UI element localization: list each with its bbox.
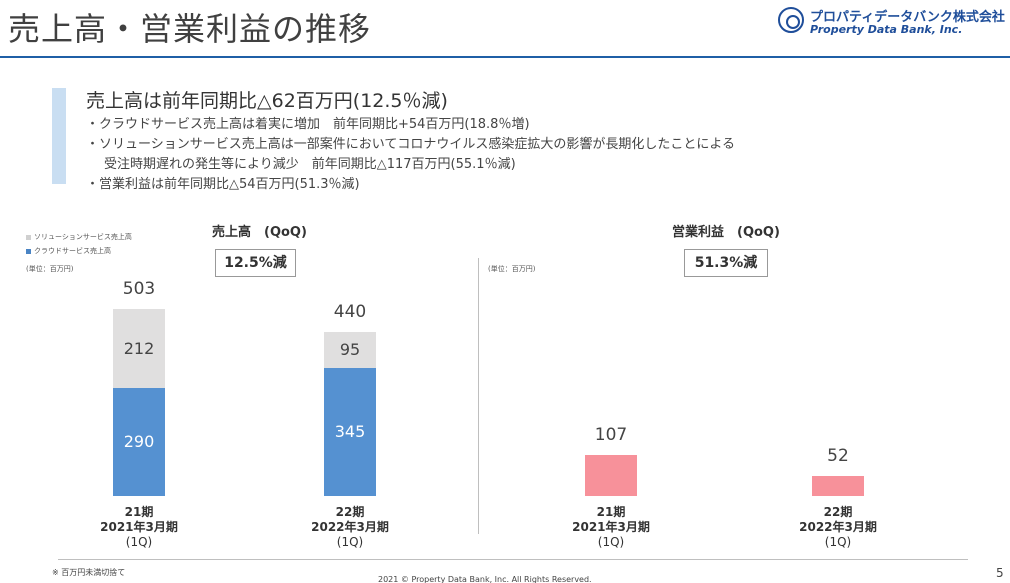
sales-legend: ソリューションサービス売上高 クラウドサービス売上高 [26, 230, 132, 258]
summary-block: 売上高は前年同期比△62百万円(12.5％減) ・クラウドサービス売上高は着実に… [86, 86, 735, 195]
profit-change-badge: 51.3%減 [684, 249, 768, 277]
summary-bullet: ・ソリューションサービス売上高は一部案件においてコロナウイルス感染症拡大の影響が… [86, 137, 735, 152]
data-label-solution: 212 [123, 338, 155, 358]
summary-headline: 売上高は前年同期比△62百万円(12.5％減) [86, 90, 448, 112]
profit-x-period: 22期 [823, 505, 853, 519]
at-mark-logo-icon [778, 7, 804, 33]
legend-item-cloud: クラウドサービス売上高 [26, 244, 132, 258]
copyright: 2021 © Property Data Bank, Inc. All Righ… [378, 575, 592, 583]
bar-solution-sales [324, 332, 376, 368]
company-logo: プロパティデータバンク株式会社 Property Data Bank, Inc. [778, 4, 1005, 40]
sales-unit-label: (単位：百万円) [26, 265, 74, 273]
data-label-profit: 107 [594, 425, 628, 446]
data-label-cloud: 290 [123, 432, 155, 452]
profit-x-period: 21期 [596, 505, 626, 519]
logo-company-name: プロパティデータバンク株式会社 [810, 10, 1005, 25]
bar-cloud-sales [113, 388, 165, 496]
page-title: 売上高・営業利益の推移 [8, 10, 372, 48]
legend-swatch-solution [26, 234, 31, 240]
summary-bullet: ・クラウドサービス売上高は着実に増加 前年同期比+54百万円(18.8％増) [86, 117, 530, 132]
profit-x-fiscal-year: 2022年3月期 [799, 520, 877, 534]
footer-rule [58, 559, 968, 560]
sales-change-badge: 12.5%減 [215, 249, 296, 277]
legend-item-solution: ソリューションサービス売上高 [26, 230, 132, 244]
data-label-total: 503 [122, 279, 156, 300]
legend-label-cloud: クラウドサービス売上高 [34, 247, 111, 255]
sales-x-label: 21期 2021年3月期 (1Q) [89, 505, 189, 550]
summary-bullet: 受注時期遅れの発生等により減少 前年同期比△117百万円(55.1％減) [104, 157, 516, 172]
logo-company-name-en: Property Data Bank, Inc. [810, 23, 963, 36]
summary-bullet: ・営業利益は前年同期比△54百万円(51.3％減) [86, 177, 360, 192]
sales-x-label: 22期 2022年3月期 (1Q) [300, 505, 400, 550]
sales-x-fiscal-year: 2022年3月期 [311, 520, 389, 534]
chart-divider [478, 258, 479, 534]
legend-label-solution: ソリューションサービス売上高 [34, 233, 132, 241]
summary-accent-bar [52, 88, 66, 184]
sales-chart-title: 売上高 (QoQ) [212, 225, 307, 240]
profit-x-fiscal-year: 2021年3月期 [572, 520, 650, 534]
legend-swatch-cloud [26, 248, 31, 254]
profit-chart-title: 営業利益 (QoQ) [672, 225, 780, 240]
profit-x-label: 22期 2022年3月期 (1Q) [788, 505, 888, 550]
sales-x-period: 21期 [124, 505, 154, 519]
data-label-cloud: 345 [334, 421, 366, 441]
profit-x-label: 21期 2021年3月期 (1Q) [561, 505, 661, 550]
bar-solution-sales [113, 309, 165, 389]
data-label-total: 440 [333, 302, 367, 323]
sales-x-fiscal-year: 2021年3月期 [100, 520, 178, 534]
page-number: 5 [996, 566, 1004, 580]
footnote: ※ 百万円未満切捨て [52, 568, 126, 577]
data-label-profit: 52 [827, 446, 849, 467]
bar-cloud-sales [324, 367, 376, 496]
data-label-solution: 95 [339, 339, 361, 359]
bar-operating-profit [585, 455, 637, 496]
title-divider [0, 56, 1010, 58]
sales-x-period: 22期 [335, 505, 365, 519]
sales-x-quarter: (1Q) [336, 535, 364, 549]
bar-operating-profit [812, 476, 864, 496]
profit-unit-label: (単位：百万円) [488, 265, 536, 273]
sales-x-quarter: (1Q) [125, 535, 153, 549]
profit-x-quarter: (1Q) [824, 535, 852, 549]
profit-x-quarter: (1Q) [597, 535, 625, 549]
